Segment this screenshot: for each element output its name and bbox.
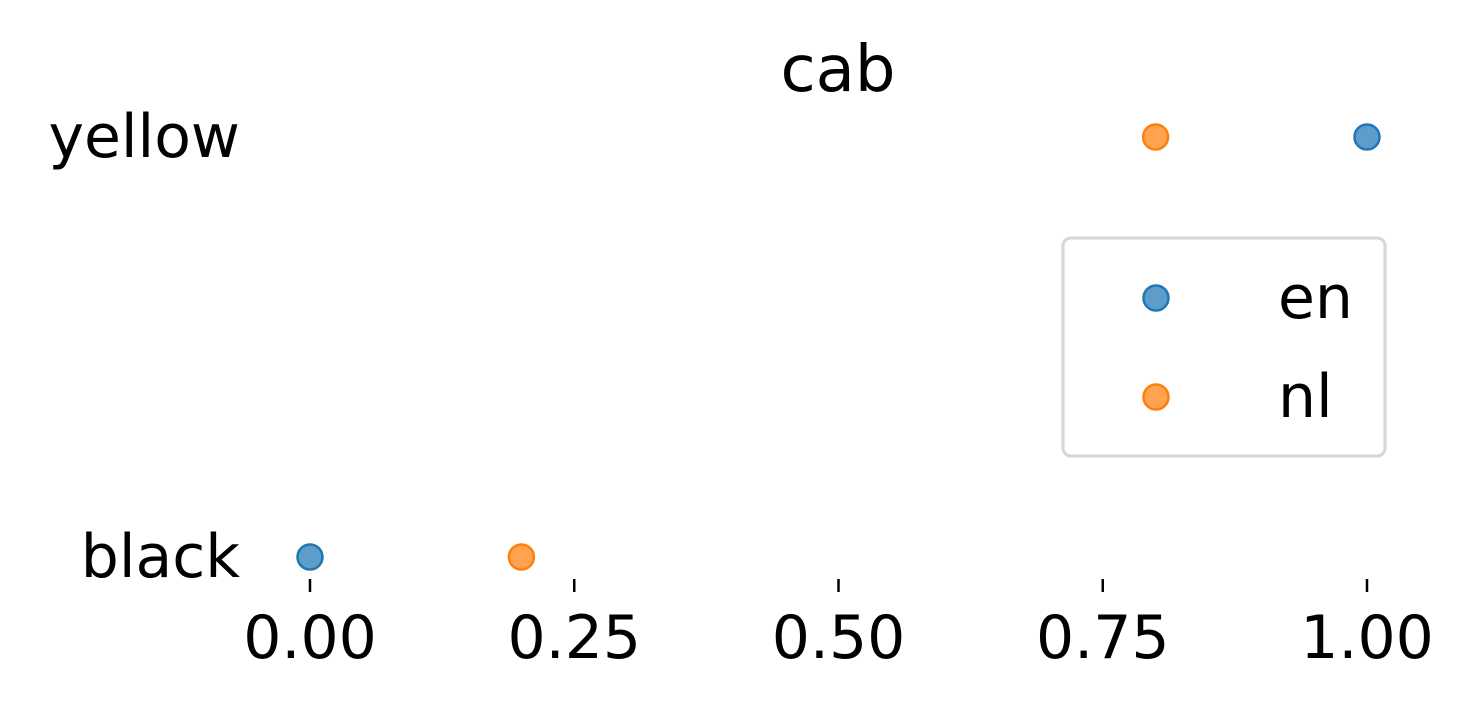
x-tick-label: 0.25 [507,603,641,673]
legend: en nl [1061,236,1387,458]
legend-label-en: en [1278,263,1353,333]
data-points [296,123,1381,571]
chart-title: cab [780,33,895,107]
x-tick-label: 0.75 [1036,603,1170,673]
x-tick-label: 0.00 [243,603,377,673]
point-nl-yellow [1141,123,1170,151]
y-axis-labels: black yellow [48,102,240,592]
legend-marker-en [1142,284,1170,312]
x-tick-label: 0.50 [772,603,906,673]
legend-label-nl: nl [1278,362,1333,432]
point-en-black [296,543,324,571]
x-tick-label: 1.00 [1300,603,1434,673]
legend-marker-nl [1142,383,1170,411]
x-axis: 0.00 0.25 0.50 0.75 1.00 [243,579,1434,673]
point-nl-black [507,543,536,571]
y-tick-label-black: black [81,522,241,592]
y-tick-label-yellow: yellow [48,102,240,172]
point-en-yellow [1353,123,1381,151]
